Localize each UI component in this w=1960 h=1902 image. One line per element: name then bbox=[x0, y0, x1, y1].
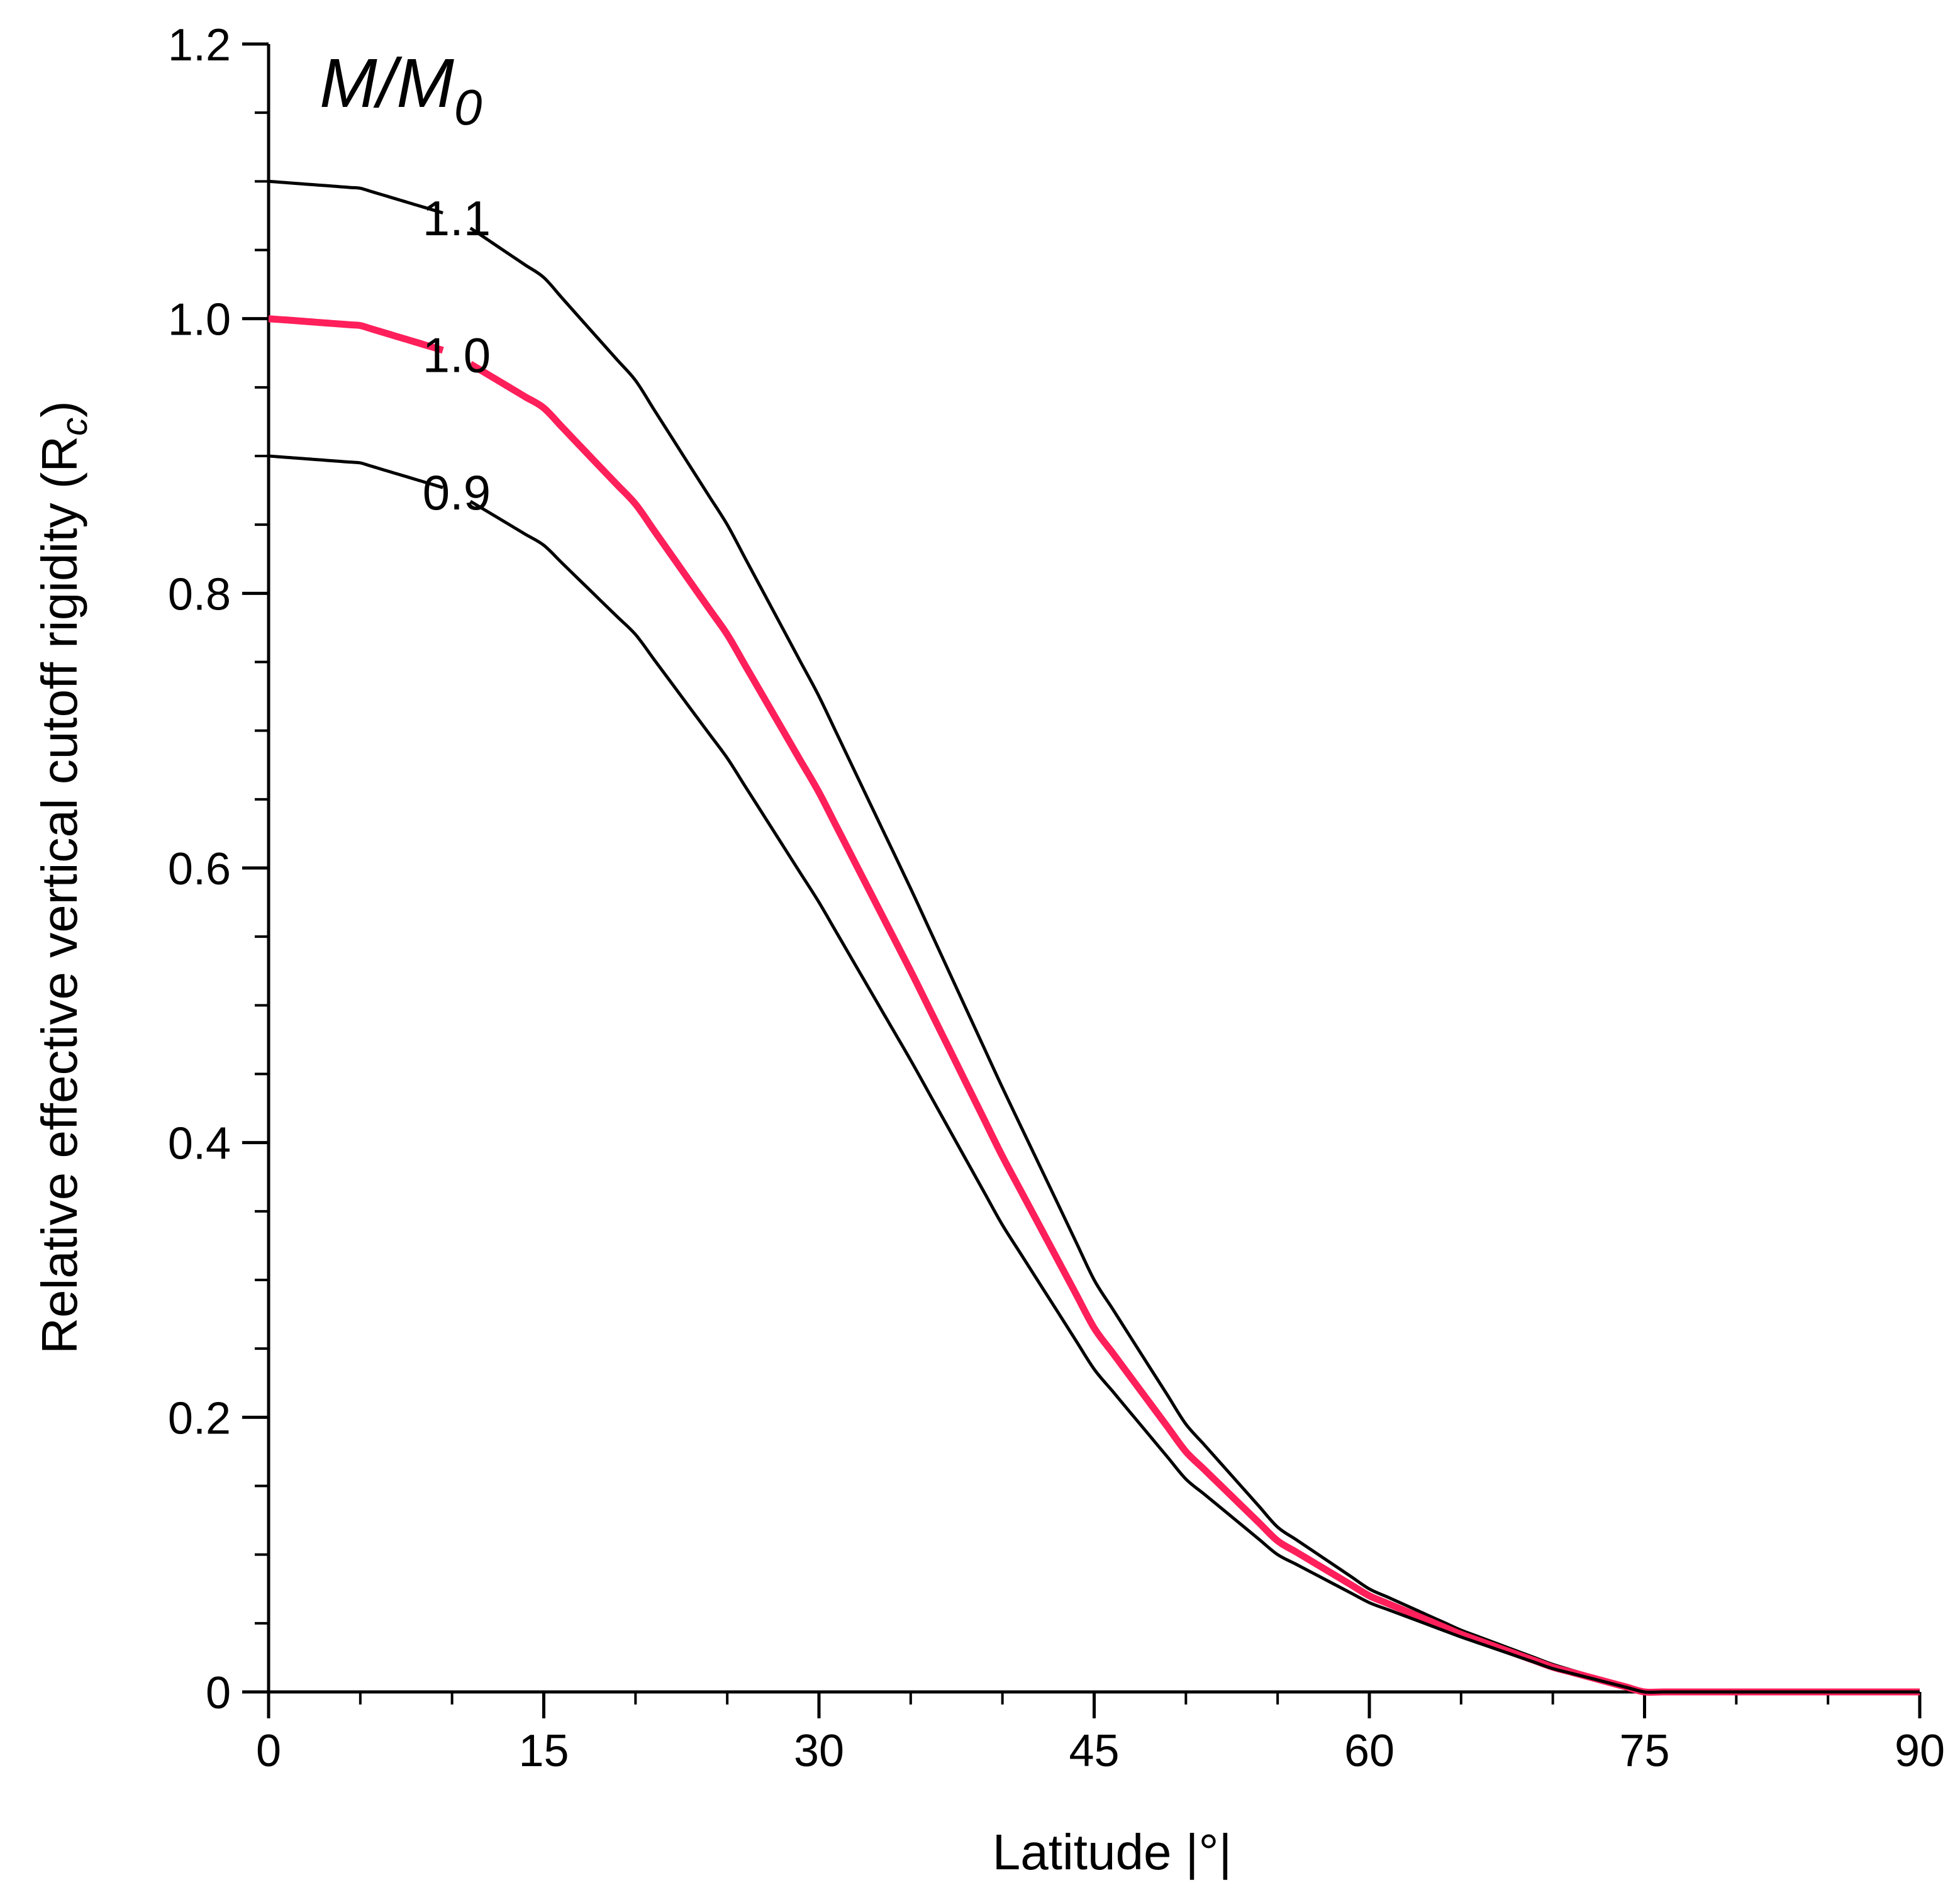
y-tick-label: 0.8 bbox=[168, 569, 231, 620]
x-tick-label: 90 bbox=[1895, 1726, 1945, 1776]
ratio-title-main: M/M bbox=[320, 45, 454, 122]
major-ticks bbox=[242, 42, 1922, 1718]
series-line-1-0-start bbox=[268, 315, 444, 354]
series-line-0-9-start bbox=[268, 454, 443, 489]
series-line-1-1-start bbox=[268, 179, 443, 214]
series-line-0-9 bbox=[469, 499, 1920, 1694]
curve-label-1-1: 1.1 bbox=[423, 191, 491, 246]
tick-labels: 0 15 30 45 60 75 90 0 0.2 0.4 0.6 0.8 1.0 1.2 bbox=[168, 20, 1945, 1776]
y-tick-label: 0.2 bbox=[168, 1393, 231, 1443]
y-tick-label: 0 bbox=[206, 1668, 231, 1718]
series-lines bbox=[268, 179, 1920, 1696]
y-tick-label: 1.2 bbox=[168, 20, 231, 70]
y-tick-label: 0.6 bbox=[168, 844, 231, 894]
x-tick-label: 60 bbox=[1344, 1726, 1395, 1776]
x-tick-label: 15 bbox=[518, 1726, 569, 1776]
curve-label-0-9: 0.9 bbox=[423, 465, 491, 520]
ratio-title: M/M0 bbox=[320, 45, 482, 135]
y-tick-label: 0.4 bbox=[168, 1119, 231, 1169]
series-line-1-1 bbox=[469, 226, 1920, 1694]
y-tick-label: 1.0 bbox=[168, 295, 231, 345]
curve-label-1-0: 1.0 bbox=[423, 328, 491, 383]
x-tick-label: 75 bbox=[1619, 1726, 1669, 1776]
x-tick-label: 0 bbox=[256, 1726, 281, 1776]
ratio-title-sub: 0 bbox=[454, 79, 482, 135]
y-axis-title-main: Relative effective vertical cutoff rigid… bbox=[31, 436, 87, 1354]
y-axis-title-close: ) bbox=[31, 401, 87, 418]
x-tick-label: 30 bbox=[794, 1726, 844, 1776]
y-axis-title: Relative effective vertical cutoff rigid… bbox=[31, 401, 95, 1354]
x-axis-title: Latitude |°| bbox=[993, 1824, 1232, 1880]
x-tick-label: 45 bbox=[1069, 1726, 1119, 1776]
y-axis-title-sub: c bbox=[54, 418, 95, 436]
curve-labels: 1.1 1.0 0.9 bbox=[423, 191, 491, 520]
series-line-1-0 bbox=[468, 360, 1920, 1696]
